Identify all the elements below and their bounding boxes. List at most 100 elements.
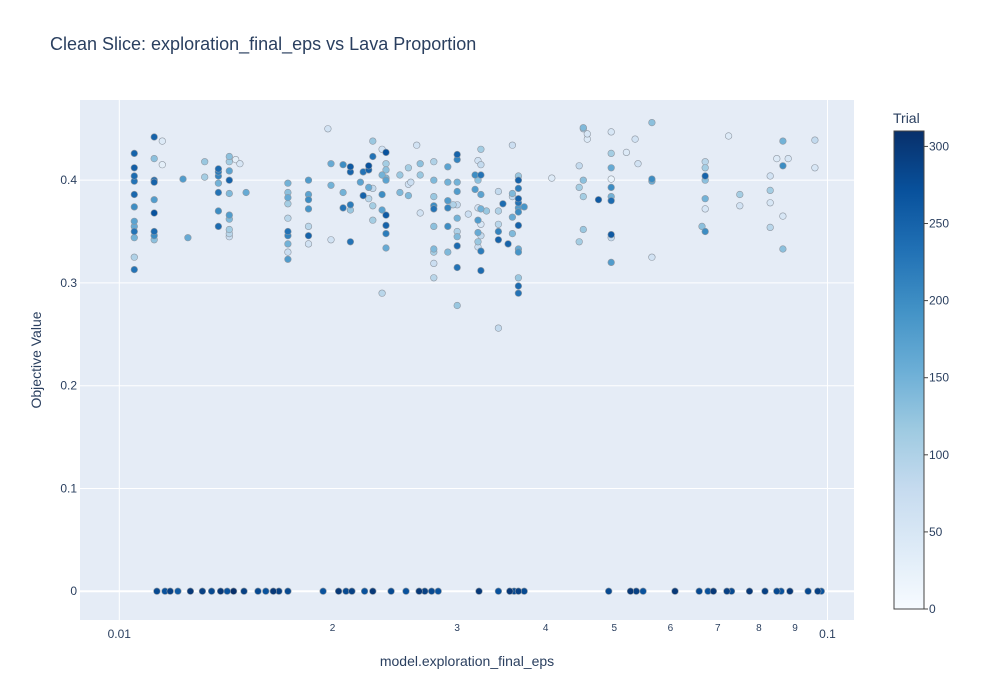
data-point[interactable]: [607, 231, 615, 239]
data-point[interactable]: [217, 587, 225, 595]
data-point[interactable]: [622, 148, 631, 156]
data-point[interactable]: [382, 244, 390, 252]
data-point[interactable]: [514, 248, 523, 256]
data-point[interactable]: [701, 227, 709, 236]
data-point[interactable]: [631, 135, 639, 143]
data-point[interactable]: [494, 187, 503, 196]
data-point[interactable]: [430, 158, 438, 166]
data-point[interactable]: [166, 587, 174, 595]
data-point[interactable]: [378, 289, 386, 297]
data-point[interactable]: [130, 190, 138, 199]
data-point[interactable]: [607, 128, 615, 136]
data-point[interactable]: [607, 183, 615, 191]
data-point[interactable]: [319, 587, 327, 595]
data-point[interactable]: [174, 587, 182, 595]
data-point[interactable]: [766, 172, 774, 180]
data-point[interactable]: [225, 211, 233, 219]
data-point[interactable]: [766, 223, 774, 231]
data-point[interactable]: [214, 165, 222, 173]
data-point[interactable]: [514, 208, 523, 216]
data-point[interactable]: [339, 161, 347, 169]
data-point[interactable]: [514, 221, 523, 229]
data-point[interactable]: [804, 587, 812, 595]
data-point[interactable]: [269, 587, 277, 595]
data-point[interactable]: [150, 133, 158, 141]
data-point[interactable]: [453, 263, 461, 272]
data-point[interactable]: [304, 222, 313, 230]
data-point[interactable]: [284, 214, 292, 222]
data-point[interactable]: [514, 282, 523, 290]
data-point[interactable]: [339, 188, 347, 197]
data-point[interactable]: [382, 166, 390, 174]
data-point[interactable]: [382, 160, 390, 168]
data-point[interactable]: [494, 324, 503, 332]
data-point[interactable]: [449, 201, 457, 209]
data-point[interactable]: [639, 587, 647, 595]
data-point[interactable]: [671, 587, 679, 595]
data-point[interactable]: [444, 163, 452, 171]
data-point[interactable]: [396, 171, 404, 179]
data-point[interactable]: [407, 178, 415, 186]
data-point[interactable]: [514, 587, 523, 595]
data-point[interactable]: [514, 274, 523, 282]
data-point[interactable]: [382, 211, 390, 219]
data-point[interactable]: [158, 161, 166, 169]
data-point[interactable]: [607, 164, 615, 172]
data-point[interactable]: [304, 240, 313, 248]
data-point[interactable]: [378, 206, 386, 214]
data-point[interactable]: [179, 175, 187, 183]
data-point[interactable]: [548, 174, 556, 182]
data-point[interactable]: [201, 158, 209, 166]
data-point[interactable]: [477, 190, 485, 199]
data-point[interactable]: [779, 212, 787, 220]
data-point[interactable]: [430, 205, 438, 213]
data-point[interactable]: [327, 236, 335, 244]
data-point[interactable]: [346, 238, 355, 246]
data-point[interactable]: [284, 255, 292, 263]
data-point[interactable]: [130, 164, 138, 172]
data-point[interactable]: [575, 183, 583, 191]
data-point[interactable]: [387, 587, 395, 595]
data-point[interactable]: [236, 160, 244, 168]
data-point[interactable]: [402, 587, 410, 595]
data-point[interactable]: [284, 227, 292, 236]
data-point[interactable]: [365, 162, 373, 170]
data-point[interactable]: [327, 181, 335, 189]
data-point[interactable]: [150, 227, 158, 236]
data-point[interactable]: [724, 132, 733, 140]
data-point[interactable]: [382, 230, 390, 238]
data-point[interactable]: [208, 587, 216, 595]
data-point[interactable]: [471, 185, 479, 193]
data-point[interactable]: [701, 205, 709, 213]
data-point[interactable]: [150, 178, 158, 186]
data-point[interactable]: [284, 194, 292, 202]
data-point[interactable]: [745, 587, 754, 595]
data-point[interactable]: [508, 141, 517, 149]
data-point[interactable]: [779, 162, 787, 170]
data-point[interactable]: [396, 188, 404, 197]
data-point[interactable]: [369, 202, 377, 210]
data-point[interactable]: [514, 289, 523, 297]
data-point[interactable]: [416, 209, 424, 217]
plot-area[interactable]: [80, 100, 854, 620]
data-point[interactable]: [284, 179, 292, 187]
data-point[interactable]: [284, 200, 292, 208]
data-point[interactable]: [579, 225, 587, 234]
data-point[interactable]: [779, 137, 787, 145]
data-point[interactable]: [327, 160, 335, 168]
data-point[interactable]: [579, 193, 587, 201]
data-point[interactable]: [464, 210, 472, 218]
data-point[interactable]: [378, 171, 386, 179]
data-point[interactable]: [648, 118, 656, 127]
data-point[interactable]: [444, 222, 452, 230]
data-point[interactable]: [474, 216, 482, 224]
data-point[interactable]: [378, 190, 386, 199]
data-point[interactable]: [477, 171, 485, 179]
data-point[interactable]: [494, 236, 503, 244]
data-point[interactable]: [404, 192, 413, 200]
data-point[interactable]: [415, 587, 423, 595]
data-point[interactable]: [508, 230, 517, 238]
data-point[interactable]: [130, 266, 138, 274]
data-point[interactable]: [626, 587, 635, 595]
data-point[interactable]: [474, 229, 482, 237]
